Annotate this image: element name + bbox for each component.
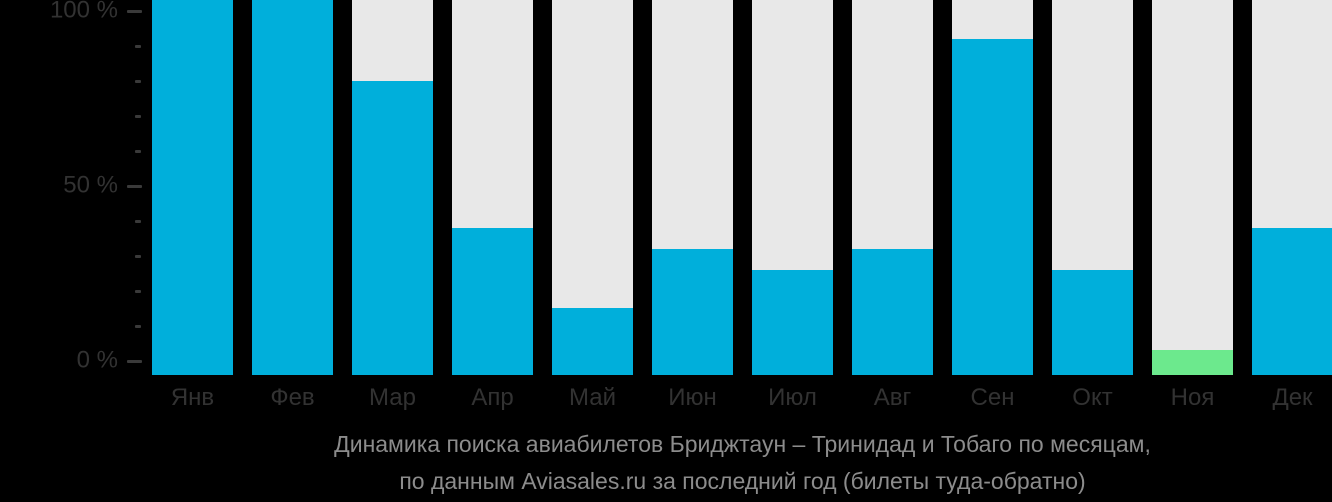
x-axis-label-Май: Май (568, 384, 617, 411)
x-axis-label-Фев: Фев (270, 384, 315, 411)
x-axis-label-Ноя: Ноя (1170, 384, 1215, 411)
bar-track (1152, 0, 1233, 375)
y-minor-tick-80 (135, 80, 141, 83)
y-minor-tick-20 (135, 290, 141, 293)
x-axis-label-Дек: Дек (1272, 384, 1313, 411)
y-axis-label-0: 0 % (76, 346, 118, 374)
bar-fill-Сен (952, 39, 1033, 375)
y-major-tick-100 (127, 10, 142, 13)
y-axis-label-50: 50 % (63, 171, 118, 199)
bar-fill-Июл (752, 270, 833, 375)
x-axis-label-Мар: Мар (369, 384, 416, 411)
bar-column-2 (252, 0, 333, 375)
bar-fill-Апр (452, 228, 533, 375)
bar-fill-Ноя (1152, 350, 1233, 375)
y-axis-label-100: 100 % (49, 0, 118, 24)
bar-column-4 (452, 0, 533, 375)
bar-fill-Окт (1052, 270, 1133, 375)
y-minor-tick-40 (135, 220, 141, 223)
bar-fill-Фев (252, 0, 333, 375)
bar-column-10 (1052, 0, 1133, 375)
bar-fill-Июн (652, 249, 733, 375)
x-axis-label-Окт: Окт (1072, 384, 1113, 411)
chart-title: Динамика поиска авиабилетов Бриджтаун – … (334, 431, 1151, 457)
bar-column-7 (752, 0, 833, 375)
bar-column-11 (1152, 0, 1233, 375)
bar-fill-Янв (152, 0, 233, 375)
bar-column-5 (552, 0, 633, 375)
bar-column-6 (652, 0, 733, 375)
bar-fill-Дек (1252, 228, 1332, 375)
y-minor-tick-90 (135, 45, 141, 48)
y-minor-tick-30 (135, 255, 141, 258)
chart-subtitle: по данным Aviasales.ru за последний год … (399, 468, 1086, 494)
x-axis-label-Июн: Июн (668, 384, 717, 411)
y-minor-tick-60 (135, 150, 141, 153)
bar-fill-Май (552, 308, 633, 375)
x-axis-label-Апр: Апр (471, 384, 514, 411)
y-major-tick-0 (127, 360, 142, 363)
x-axis-label-Сен: Сен (970, 384, 1015, 411)
bar-column-8 (852, 0, 933, 375)
y-major-tick-50 (127, 185, 142, 188)
bar-fill-Авг (852, 249, 933, 375)
x-axis-label-Янв: Янв (170, 384, 215, 411)
x-axis-label-Июл: Июл (768, 384, 817, 411)
bar-column-3 (352, 0, 433, 375)
y-minor-tick-10 (135, 325, 141, 328)
bar-column-1 (152, 0, 233, 375)
y-minor-tick-70 (135, 115, 141, 118)
plot-area (152, 0, 1332, 375)
bar-column-12 (1252, 0, 1332, 375)
bar-fill-Мар (352, 81, 433, 375)
bar-column-9 (952, 0, 1033, 375)
x-axis-label-Авг: Авг (873, 384, 912, 411)
